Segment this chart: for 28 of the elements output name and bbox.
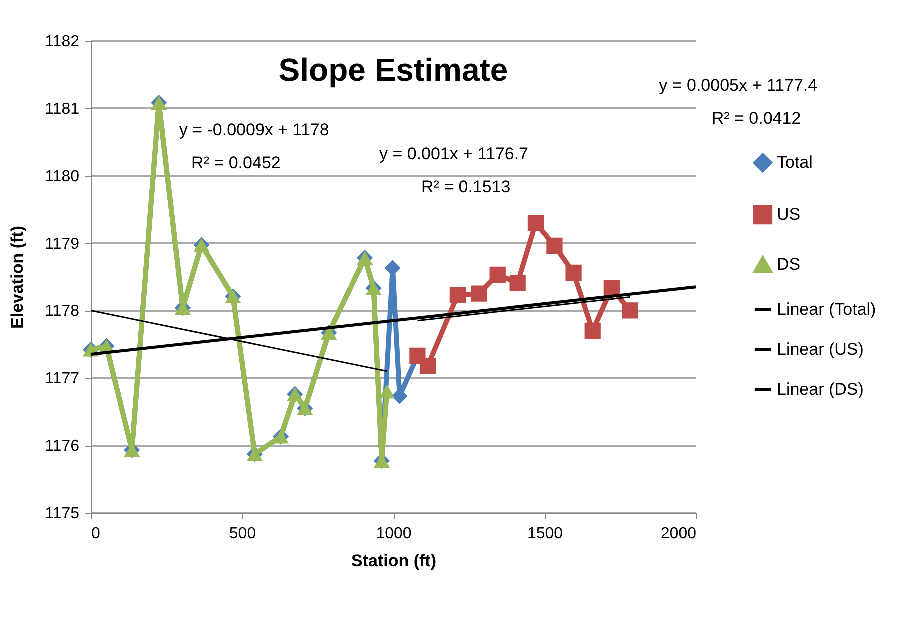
legend-label: Linear (Total) [777,300,876,319]
legend-label: US [777,205,801,224]
x-tick-label: 1000 [376,526,412,542]
y-axis-title: Elevation (ft) [8,226,28,329]
annotation: y = 0.001x + 1176.7 [379,144,529,164]
x-tick-label: 2000 [660,526,697,542]
y-tick-label: 1178 [45,303,80,320]
x-tick-label: 0 [92,526,100,542]
x-axis-title: Station (ft) [352,552,436,570]
legend-label: Linear (DS) [777,380,864,399]
text: R² = 0.0412 [712,108,802,128]
annotation: R² = 0.0452 [192,154,281,173]
y-tick-label: 1179 [45,236,80,253]
x-tick-label: 1500 [527,526,564,542]
chart-title: Slope Estimate [278,52,508,88]
legend-label: DS [777,255,801,274]
y-tick-label: 1175 [45,506,80,522]
legend-label: Total [777,153,813,172]
y-tick-label: 1177 [45,370,80,388]
x-tick-label: 500 [229,526,256,542]
legend-label: Linear (US) [777,340,864,359]
annotation: y = 0.0005x + 1177.4 [659,76,818,95]
y-tick-label: 1180 [45,168,80,186]
y-tick-label: 1176 [45,438,80,456]
y-tick-label: 1182 [45,34,80,50]
annotation: y = -0.0009x + 1178 [179,120,330,140]
y-tick-label: 1181 [45,100,80,118]
annotation: R² = 0.1513 [421,177,511,196]
